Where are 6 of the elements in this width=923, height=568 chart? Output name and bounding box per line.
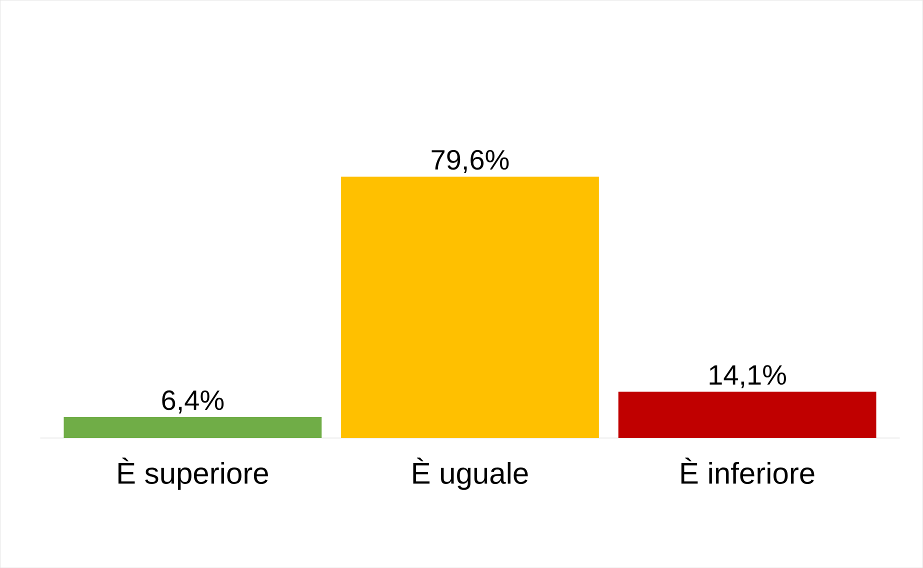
x-tick-label: È uguale xyxy=(413,458,528,490)
x-tick-label: È inferiore xyxy=(681,458,814,484)
data-label: 14,1% xyxy=(710,365,786,388)
x-tick-label: È superiore xyxy=(118,458,268,490)
data-label: 79,6% xyxy=(432,150,509,173)
data-label: 6,4% xyxy=(162,390,224,414)
